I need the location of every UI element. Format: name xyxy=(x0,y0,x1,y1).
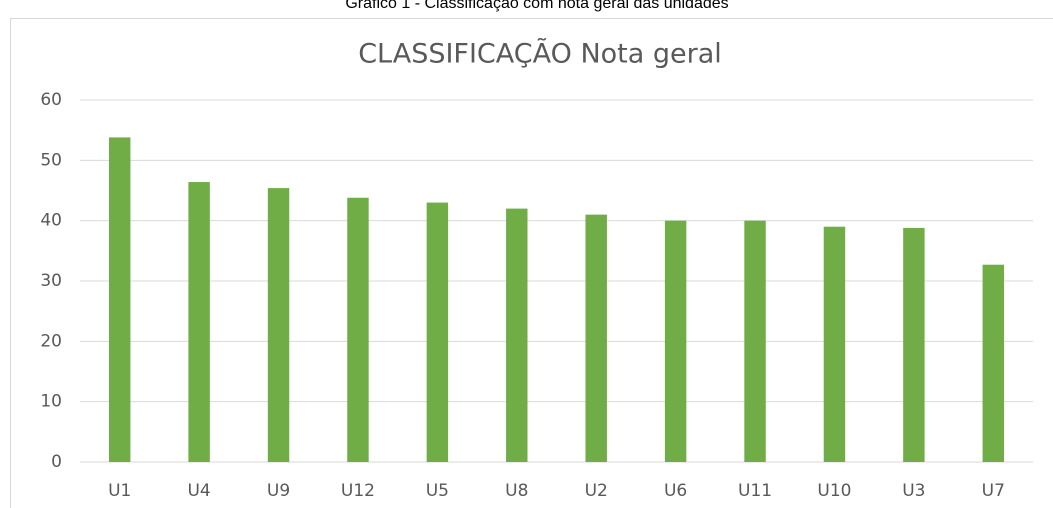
y-tick-label: 20 xyxy=(40,331,62,351)
x-tick-label: U10 xyxy=(817,481,851,501)
y-tick-label: 10 xyxy=(40,392,62,412)
x-tick-label: U2 xyxy=(585,481,608,501)
bar xyxy=(903,227,925,462)
bar xyxy=(744,220,766,462)
chart-title: CLASSIFICAÇÃO Nota geral xyxy=(358,38,722,70)
chart-frame xyxy=(10,18,1053,508)
bar xyxy=(426,202,449,463)
y-tick-label: 30 xyxy=(40,271,62,291)
bar xyxy=(506,208,528,462)
bar xyxy=(982,264,1005,462)
x-tick-label: U11 xyxy=(738,481,772,501)
bar xyxy=(347,197,369,463)
y-tick-label: 40 xyxy=(40,211,62,231)
x-tick-label: U1 xyxy=(108,481,131,501)
bar xyxy=(664,220,687,462)
y-tick-label: 0 xyxy=(51,452,62,472)
bar xyxy=(108,137,131,462)
bar xyxy=(188,182,210,462)
x-tick-label: U3 xyxy=(902,481,925,501)
x-tick-label: U9 xyxy=(267,481,290,501)
bar xyxy=(823,226,846,462)
bar xyxy=(267,188,290,462)
y-tick-label: 50 xyxy=(40,150,62,170)
x-tick-label: U5 xyxy=(426,481,449,501)
x-tick-label: U8 xyxy=(505,481,528,501)
x-tick-label: U4 xyxy=(187,481,210,501)
x-tick-label: U6 xyxy=(664,481,687,501)
y-tick-label: 60 xyxy=(40,90,62,110)
figure-caption: Gráfico 1 - Classificação com nota geral… xyxy=(345,0,728,12)
x-tick-label: U12 xyxy=(341,481,375,501)
bar xyxy=(585,214,607,462)
x-tick-label: U7 xyxy=(982,481,1005,501)
